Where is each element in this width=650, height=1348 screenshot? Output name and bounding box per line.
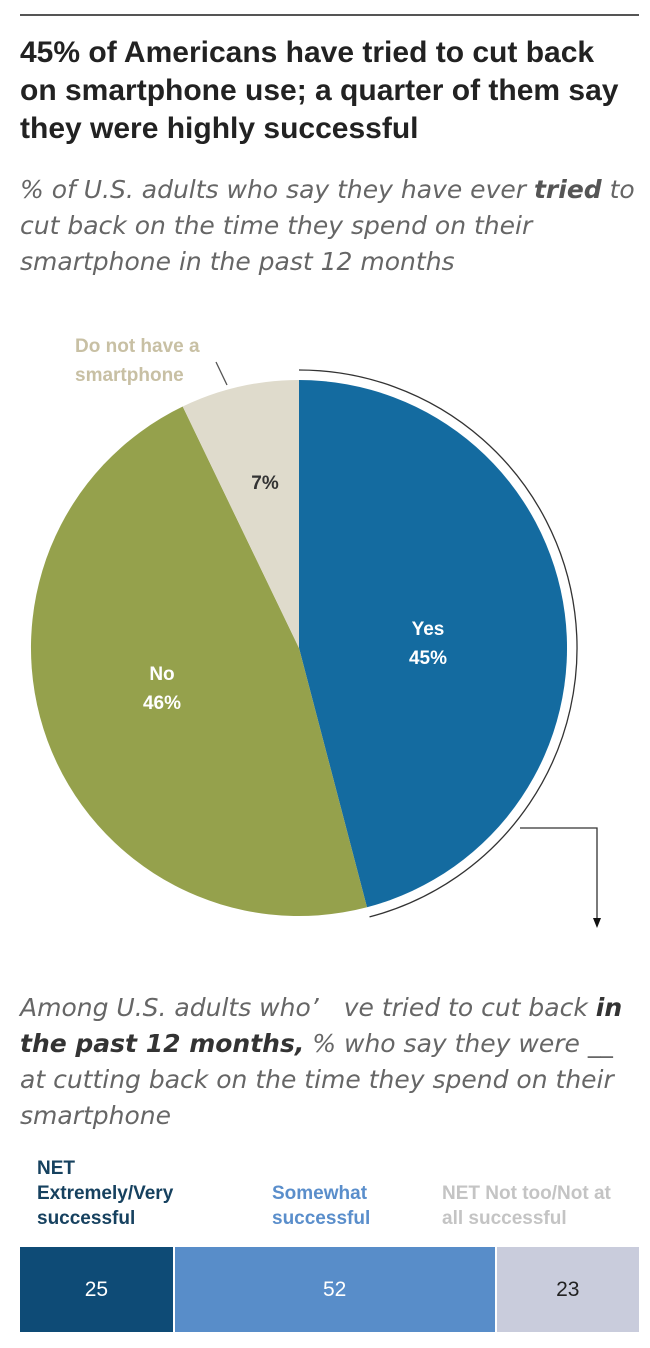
slice-value-no-smartphone: 7%: [251, 473, 279, 494]
subtitle-text-end: to cut back on the time they spend on th…: [20, 175, 635, 276]
slice-value-no: 46%: [143, 693, 181, 714]
slice-value-yes: 45%: [409, 648, 447, 669]
chart-subtitle: % of U.S. adults who say they have ever …: [20, 172, 635, 280]
bar-subtitle-end: % who say they were __ at cutting back o…: [20, 1029, 614, 1130]
slice-name-yes: Yes: [412, 619, 445, 640]
bar-subtitle-start: Among U.S. adults who’ ve tried to cut b…: [20, 993, 596, 1022]
bar-segment-not-too: 23: [496, 1247, 639, 1332]
column-header-not-too: NET Not too/Not at all successful: [442, 1183, 611, 1229]
pie-slice-no: [30, 406, 367, 917]
bar-segment-somewhat: 52: [174, 1247, 497, 1332]
bracket-arrow-line: [520, 827, 598, 918]
column-header-extremely-very: NET Extremely/Very successful: [37, 1158, 174, 1229]
column-header-somewhat: Somewhat successful: [272, 1183, 371, 1229]
stacked-bar: 25 52 23: [20, 1247, 639, 1332]
bar-segment-extremely-very: 25: [20, 1247, 175, 1332]
callout-leader-line: [215, 361, 228, 386]
slice-name-no: No: [149, 664, 174, 685]
pie-slice-yes: [299, 379, 568, 908]
subtitle-text-start: % of U.S. adults who say they have ever: [20, 175, 534, 204]
chart-title: 45% of Americans have tried to cut back …: [20, 36, 619, 145]
callout-label-line-1: Do not have a: [75, 336, 200, 357]
top-rule: [20, 14, 639, 16]
subtitle-text-bold: tried: [533, 175, 602, 204]
callout-label-line-2: smartphone: [75, 365, 184, 386]
pie-slice-do-not-have-a-smartphone: [182, 380, 299, 648]
bar-subtitle-bold: in the past 12 months,: [20, 993, 623, 1058]
yes-bracket-arc: [298, 369, 578, 918]
bracket-arrowhead: [593, 918, 601, 928]
pie-chart: Do not have a smartphone Yes 45% No 46% …: [30, 336, 601, 928]
bar-subtitle: Among U.S. adults who’ ve tried to cut b…: [20, 990, 640, 1134]
